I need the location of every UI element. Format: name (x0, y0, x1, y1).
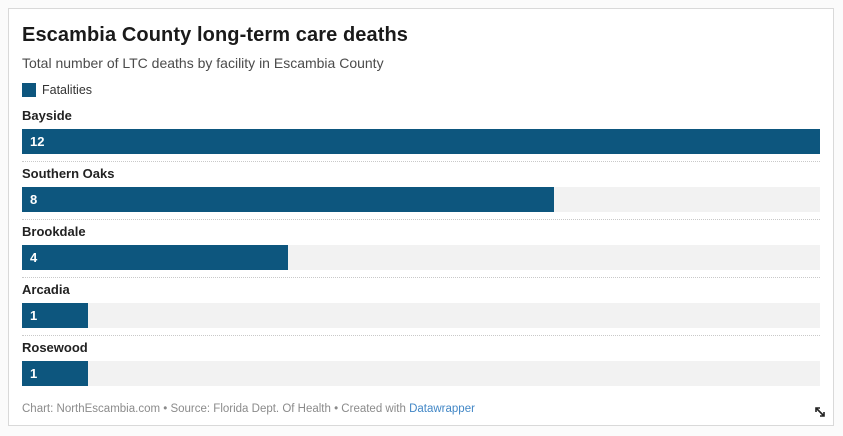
bar-value-label: 1 (30, 308, 38, 323)
bar-value-label: 8 (30, 192, 38, 207)
bar: 1 (22, 361, 89, 386)
bar: 12 (22, 129, 820, 154)
chart-title: Escambia County long-term care deaths (22, 24, 409, 46)
bar-track: 4 (22, 245, 820, 270)
legend: Fatalities (22, 82, 820, 98)
legend-label: Fatalities (42, 83, 93, 97)
bar-track: 12 (22, 129, 820, 154)
diagonal-resize-arrow-icon (815, 407, 825, 417)
bar-row: Bayside 12 (22, 104, 820, 162)
category-label: Bayside (22, 108, 72, 123)
legend-swatch (22, 83, 36, 97)
bar: 1 (22, 303, 89, 328)
bar: 8 (22, 187, 554, 212)
bar: 4 (22, 245, 288, 270)
bar-row: Brookdale 4 (22, 220, 820, 278)
bar-row: Arcadia 1 (22, 278, 820, 336)
category-label: Rosewood (22, 340, 88, 355)
credit-text: Chart: NorthEscambia.com • Source: Flori… (22, 403, 410, 415)
resize-handle-icon[interactable] (812, 404, 828, 420)
datawrapper-link[interactable]: Datawrapper (409, 403, 475, 415)
chart-card: Escambia County long-term care deaths To… (8, 8, 834, 426)
bar-track: 1 (22, 361, 820, 386)
bar-row: Rosewood 1 (22, 336, 820, 393)
bar-value-label: 12 (30, 134, 45, 149)
category-label: Brookdale (22, 224, 86, 239)
bar-track: 8 (22, 187, 820, 212)
bar-track: 1 (22, 303, 820, 328)
chart-subtitle: Total number of LTC deaths by facility i… (22, 55, 384, 71)
bar-value-label: 1 (30, 366, 38, 381)
category-label: Arcadia (22, 282, 70, 297)
bar-row: Southern Oaks 8 (22, 162, 820, 220)
bar-value-label: 4 (30, 250, 38, 265)
category-label: Southern Oaks (22, 166, 115, 181)
bar-chart: Bayside 12 Southern Oaks 8 Brookdale 4 A… (22, 104, 820, 393)
chart-footer: Chart: NorthEscambia.com • Source: Flori… (22, 402, 820, 416)
